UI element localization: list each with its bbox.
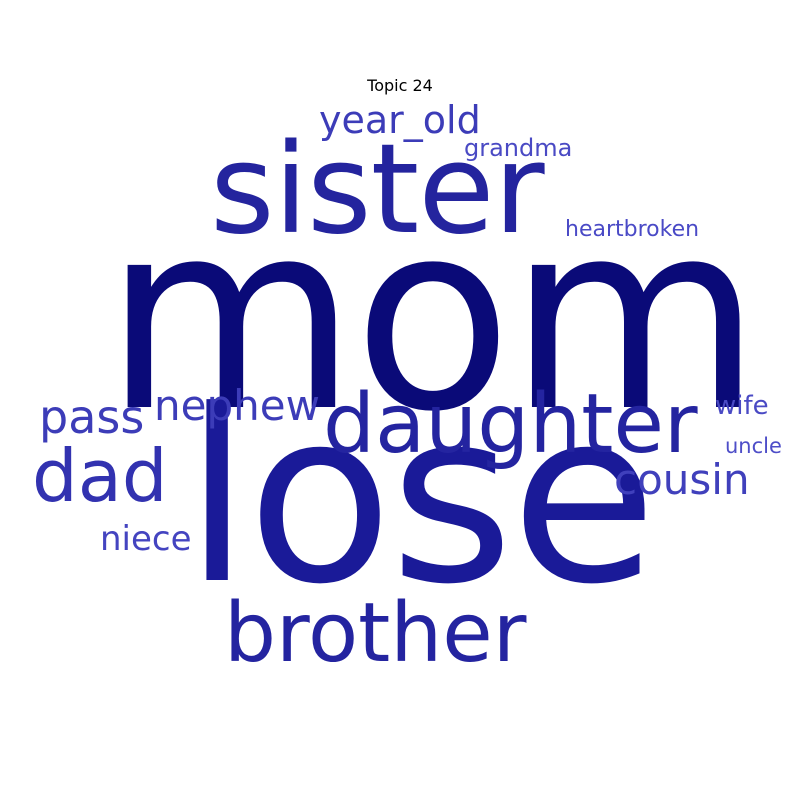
word-pass: pass — [39, 390, 145, 444]
chart-title: Topic 24 — [367, 76, 433, 95]
word-sister: sister — [210, 118, 545, 262]
word-brother: brother — [224, 586, 527, 681]
word-year-old: year_old — [319, 98, 481, 142]
word-cousin: cousin — [614, 455, 750, 504]
word-nephew: nephew — [154, 381, 320, 430]
word-niece: niece — [100, 519, 192, 559]
word-grandma: grandma — [464, 134, 573, 162]
word-dad: dad — [32, 434, 168, 518]
word-mom: mom — [104, 167, 762, 469]
word-daughter: daughter — [323, 377, 698, 472]
word-lose: lose — [184, 360, 657, 637]
word-wife: wife — [715, 391, 769, 421]
word-heartbroken: heartbroken — [565, 217, 700, 242]
word-uncle: uncle — [725, 434, 782, 458]
